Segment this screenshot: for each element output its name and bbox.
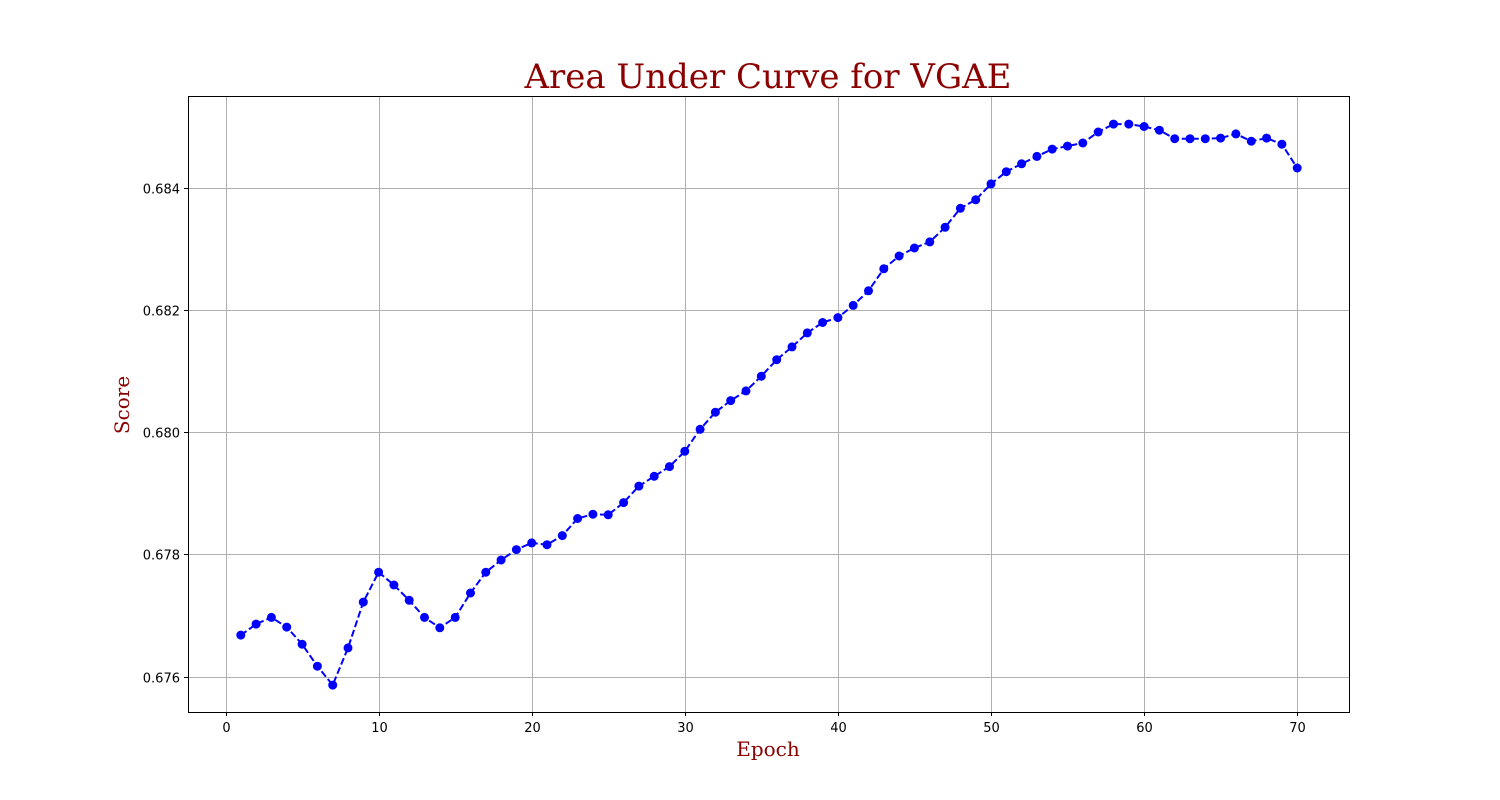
- data-point: [266, 612, 276, 622]
- data-point: [1246, 136, 1256, 146]
- data-point: [573, 514, 583, 523]
- x-tick-label: 20: [524, 721, 541, 736]
- data-point: [1063, 141, 1072, 151]
- data-point: [833, 313, 843, 323]
- data-point: [726, 396, 736, 406]
- chart-title: Area Under Curve for VGAE: [523, 57, 1011, 97]
- data-point: [466, 588, 475, 598]
- data-point: [894, 251, 904, 261]
- data-point: [588, 509, 598, 519]
- data-point: [756, 371, 766, 381]
- data-point: [1109, 119, 1118, 129]
- data-point: [557, 531, 567, 541]
- data-point: [940, 222, 950, 232]
- data-point: [665, 462, 674, 472]
- data-point: [1216, 133, 1226, 143]
- data-point: [527, 538, 537, 548]
- data-point: [772, 355, 782, 365]
- data-point: [1200, 134, 1210, 144]
- x-axis: 0 10 20 30 40 50 60 70: [222, 712, 1306, 736]
- y-tick-label: 0.676: [143, 672, 180, 687]
- data-point: [818, 318, 828, 327]
- data-point: [343, 643, 353, 653]
- data-point: [389, 580, 399, 590]
- y-tick-label: 0.684: [143, 183, 180, 198]
- data-point: [450, 612, 460, 622]
- x-tick-label: 60: [1136, 721, 1153, 736]
- data-point: [1154, 125, 1164, 135]
- data-point: [282, 622, 292, 632]
- data-point: [1047, 144, 1057, 154]
- y-tick-label: 0.678: [143, 549, 180, 564]
- data-point: [710, 407, 720, 417]
- x-tick-label: 30: [677, 721, 694, 736]
- grid-lines: [188, 96, 1350, 712]
- x-tick-label: 70: [1289, 721, 1306, 736]
- data-point: [634, 481, 644, 491]
- data-point: [619, 498, 629, 508]
- data-point: [787, 342, 797, 352]
- data-point: [1139, 122, 1149, 131]
- series-line: [240, 123, 1299, 688]
- data-point: [542, 540, 552, 550]
- data-point: [1032, 151, 1042, 161]
- data-point: [312, 661, 322, 671]
- data-point: [420, 612, 429, 622]
- data-point: [879, 264, 889, 274]
- data-point: [481, 567, 491, 577]
- data-point: [328, 680, 338, 690]
- data-point: [404, 595, 414, 605]
- data-point: [358, 597, 368, 607]
- data-point: [1185, 134, 1195, 144]
- data-point: [909, 243, 919, 253]
- data-point: [1078, 138, 1088, 148]
- data-point: [802, 328, 812, 338]
- y-axis: 0.676 0.678 0.680 0.682 0.684: [143, 183, 188, 687]
- data-point: [986, 179, 996, 189]
- data-point: [1170, 134, 1180, 144]
- data-point: [1093, 127, 1103, 137]
- data-point: [680, 446, 690, 456]
- data-point: [511, 545, 521, 555]
- data-point: [435, 623, 445, 633]
- data-point: [1001, 167, 1011, 177]
- series-group: [236, 119, 1302, 690]
- data-point: [1124, 119, 1134, 129]
- data-point: [603, 510, 613, 520]
- data-point: [925, 237, 935, 247]
- plot-area-frame: [188, 96, 1350, 713]
- data-point: [1017, 159, 1027, 169]
- data-point: [741, 386, 751, 396]
- data-point: [251, 619, 261, 629]
- x-tick-label: 50: [983, 721, 1000, 736]
- data-point: [1262, 133, 1272, 143]
- data-point: [236, 630, 246, 640]
- data-point: [1231, 129, 1241, 139]
- data-point: [297, 639, 307, 649]
- y-tick-label: 0.680: [143, 427, 180, 442]
- data-point: [695, 424, 705, 434]
- x-tick-label: 10: [371, 721, 388, 736]
- data-point: [848, 300, 858, 310]
- x-tick-label: 40: [830, 721, 847, 736]
- data-point: [374, 567, 384, 577]
- data-point: [1292, 163, 1302, 173]
- x-tick-label: 0: [222, 721, 230, 736]
- x-axis-label: Epoch: [736, 737, 800, 761]
- data-point: [955, 203, 965, 213]
- y-axis-label: Score: [110, 376, 134, 434]
- data-point: [864, 286, 873, 296]
- data-point: [496, 555, 506, 565]
- data-point: [649, 471, 659, 481]
- y-tick-label: 0.682: [143, 305, 180, 320]
- data-point: [1277, 139, 1287, 149]
- data-point: [971, 195, 981, 205]
